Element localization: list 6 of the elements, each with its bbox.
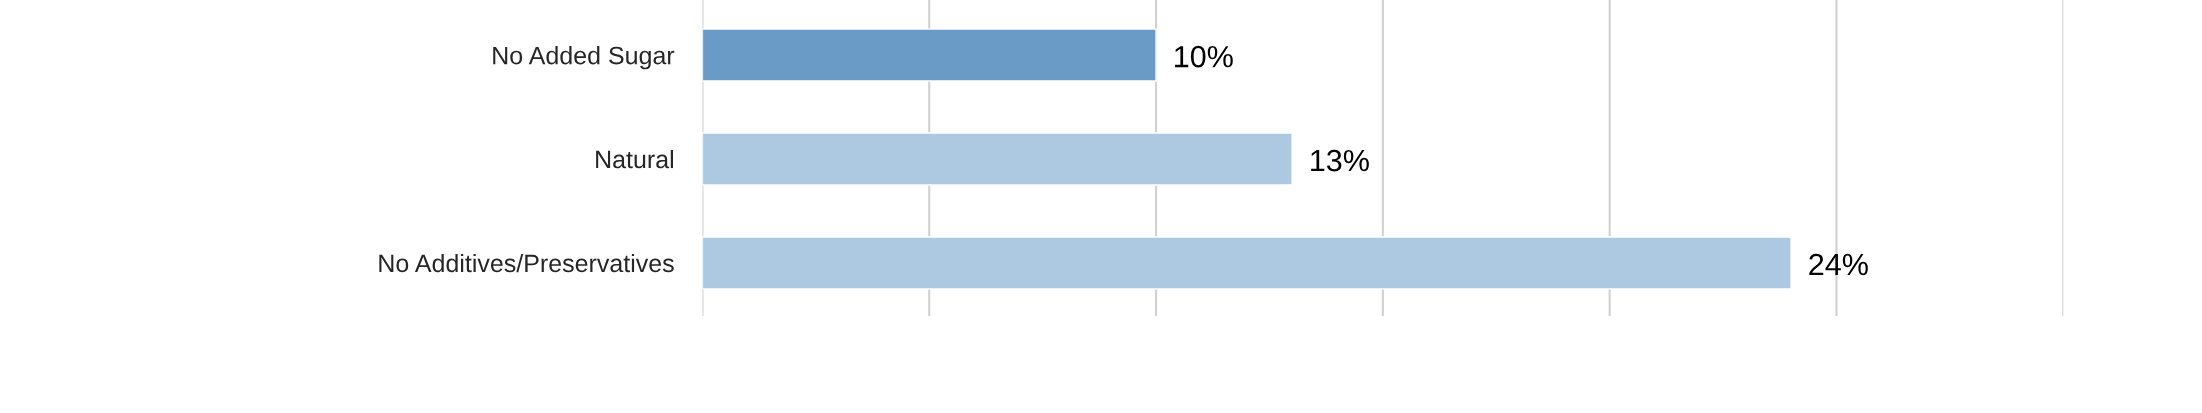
data-label: 10% (1175, 45, 1233, 68)
y-tick-label: Natural (596, 149, 673, 169)
data-label: 13% (1311, 149, 1369, 172)
y-tick-label: No Additives/Preservatives (379, 253, 674, 273)
y-tick-label: No Added Sugar (493, 46, 675, 70)
data-label: 24% (1809, 253, 1868, 276)
